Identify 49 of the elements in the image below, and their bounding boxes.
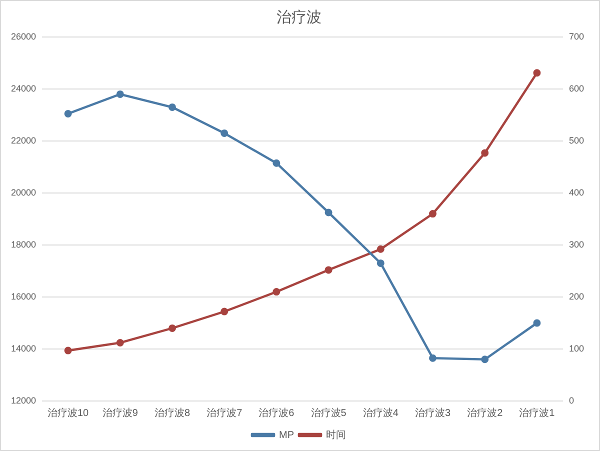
point xyxy=(533,69,541,77)
y2-tick-label: 0 xyxy=(569,395,574,406)
y2-tick-label: 200 xyxy=(569,291,584,302)
y-tick-label: 26000 xyxy=(10,31,36,42)
x-tick-label: 治疗波4 xyxy=(362,406,399,419)
x-tick-label: 治疗波7 xyxy=(206,406,243,419)
point xyxy=(324,266,332,274)
legend-label: 时间 xyxy=(326,428,346,441)
point xyxy=(168,103,176,111)
y2-tick-label: 300 xyxy=(569,239,584,250)
x-tick-label: 治疗波1 xyxy=(519,406,556,419)
x-tick-label: 治疗波5 xyxy=(310,406,347,419)
point xyxy=(429,354,436,362)
y-tick-label: 12000 xyxy=(10,395,36,406)
point xyxy=(429,210,436,218)
x-tick-label: 治疗波9 xyxy=(102,406,138,419)
point xyxy=(64,110,72,118)
point xyxy=(481,149,489,157)
x-tick-label: 治疗波6 xyxy=(258,406,295,419)
point xyxy=(272,159,280,167)
point xyxy=(116,339,124,347)
point xyxy=(220,308,228,316)
x-tick-label: 治疗波10 xyxy=(47,406,90,419)
point xyxy=(272,288,280,296)
point xyxy=(533,319,541,327)
y2-tick-label: 400 xyxy=(569,187,584,198)
point xyxy=(376,259,384,267)
point xyxy=(376,245,384,253)
y-tick-label: 14000 xyxy=(10,343,36,354)
x-tick-label: 治疗波3 xyxy=(414,406,451,419)
x-tick-label: 治疗波8 xyxy=(154,406,190,419)
point xyxy=(116,90,124,98)
y2-tick-label: 700 xyxy=(569,31,584,42)
y-tick-label: 16000 xyxy=(10,291,36,302)
y2-tick-label: 600 xyxy=(569,83,584,94)
point xyxy=(220,129,228,137)
point xyxy=(168,324,176,332)
point xyxy=(64,346,72,354)
y-tick-label: 24000 xyxy=(10,83,36,94)
y2-tick-label: 100 xyxy=(569,343,584,354)
y2-tick-label: 500 xyxy=(569,135,584,146)
y-tick-label: 22000 xyxy=(10,135,36,146)
y-tick-label: 18000 xyxy=(10,239,36,250)
point xyxy=(324,208,332,216)
x-tick-label: 治疗波2 xyxy=(467,406,504,419)
point xyxy=(481,356,489,364)
chart-title: 治疗波 xyxy=(276,8,322,26)
y-tick-label: 20000 xyxy=(10,187,36,198)
legend-label: MP xyxy=(279,430,294,441)
